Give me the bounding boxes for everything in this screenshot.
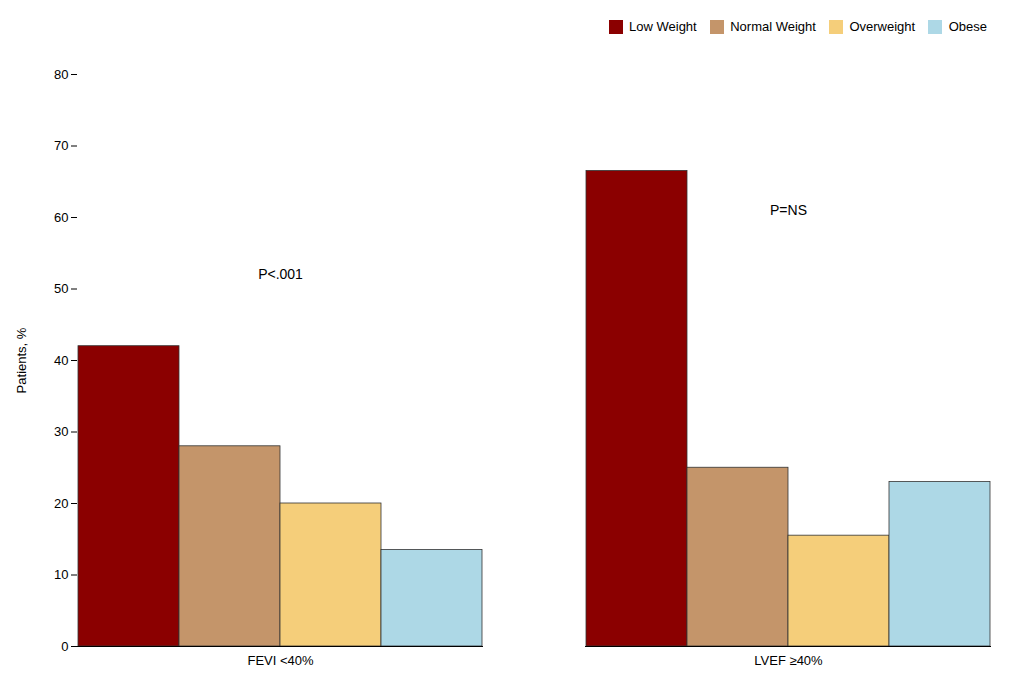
svg-text:50: 50 — [54, 281, 68, 296]
svg-text:LVEF ≥40%: LVEF ≥40% — [754, 652, 823, 667]
svg-text:80: 80 — [54, 66, 68, 81]
svg-text:20: 20 — [54, 495, 68, 510]
svg-text:70: 70 — [54, 138, 68, 153]
svg-text:Patients, %: Patients, % — [14, 327, 29, 393]
svg-text:FEVI <40%: FEVI <40% — [247, 652, 314, 667]
svg-text:0: 0 — [61, 638, 68, 653]
svg-text:P<.001: P<.001 — [258, 266, 303, 282]
svg-text:60: 60 — [54, 209, 68, 224]
svg-text:40: 40 — [54, 352, 68, 367]
html-text:Overweight: Overweight — [849, 19, 916, 34]
svg-text:30: 30 — [54, 424, 68, 439]
html-text:Obese: Obese — [948, 19, 987, 34]
html-text:Normal Weight: Normal Weight — [730, 19, 816, 34]
svg-text:10: 10 — [54, 567, 68, 582]
svg-text:P=NS: P=NS — [770, 201, 807, 217]
html-text:Low Weight: Low Weight — [629, 19, 697, 34]
